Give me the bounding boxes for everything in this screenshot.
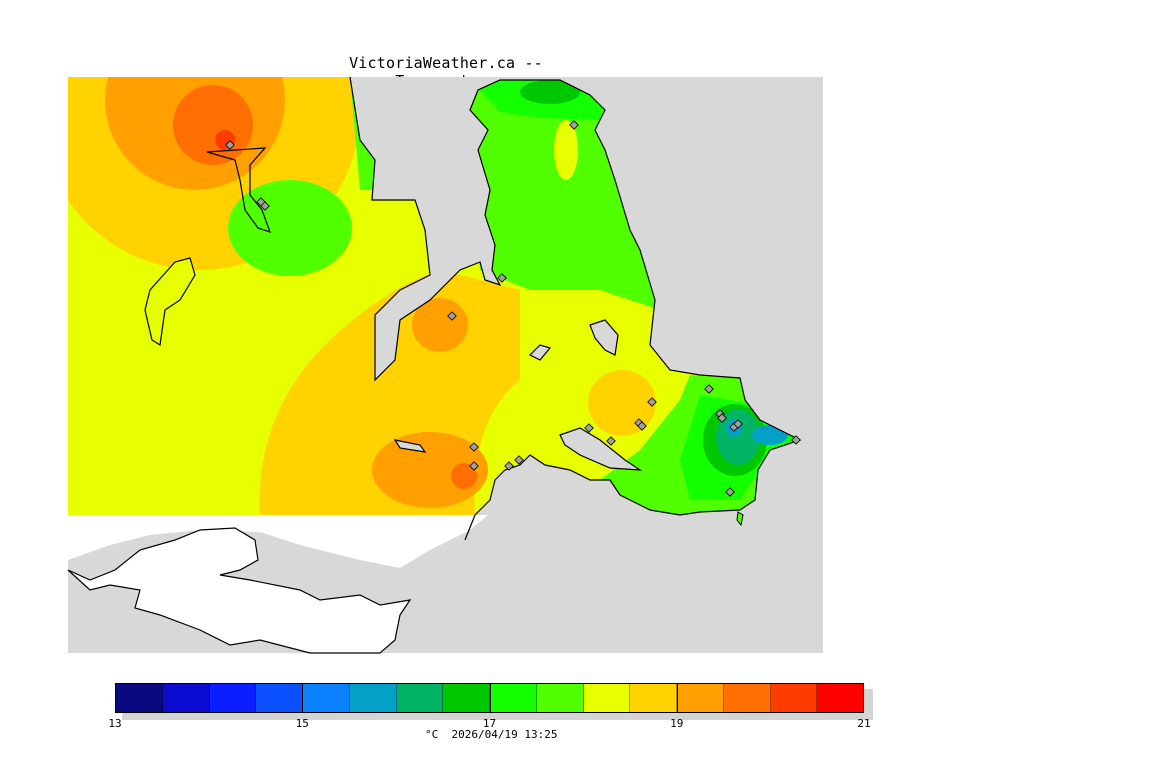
legend-timestamp: 2026/04/19 13:25 bbox=[451, 728, 558, 741]
colorbar-swatch bbox=[490, 684, 537, 712]
station-marker bbox=[647, 397, 657, 407]
colorbar-swatch bbox=[256, 684, 303, 712]
station-marker bbox=[717, 413, 727, 423]
colorbar-tick-label: 19 bbox=[670, 717, 684, 730]
station-marker bbox=[584, 423, 594, 433]
colorbar-swatch bbox=[349, 684, 397, 712]
station-markers bbox=[225, 120, 801, 497]
lake-outline bbox=[589, 319, 619, 356]
station-marker bbox=[606, 436, 616, 446]
station-marker bbox=[704, 384, 714, 394]
station-marker bbox=[469, 442, 479, 452]
harbour-outline bbox=[559, 427, 643, 471]
station-marker bbox=[733, 419, 743, 429]
station-marker bbox=[497, 273, 507, 283]
colorbar-swatch bbox=[443, 684, 490, 712]
colorbar-swatch bbox=[770, 684, 818, 712]
inlet-outline-2 bbox=[393, 439, 427, 453]
station-marker bbox=[260, 201, 270, 211]
colorbar-tick-mark bbox=[489, 683, 491, 713]
colorbar-tick-label: 15 bbox=[295, 717, 309, 730]
colorbar-swatch bbox=[630, 684, 677, 712]
colorbar-tick-mark bbox=[676, 683, 678, 713]
colorbar-swatch bbox=[209, 684, 257, 712]
station-marker bbox=[725, 487, 735, 497]
washington-coast bbox=[67, 527, 412, 654]
colorbar-swatch bbox=[162, 684, 210, 712]
legend-unit: °C bbox=[425, 728, 439, 741]
colorbar-swatch bbox=[396, 684, 444, 712]
small-island bbox=[736, 511, 744, 527]
station-marker bbox=[469, 461, 479, 471]
colorbar-swatch bbox=[583, 684, 631, 712]
colorbar-swatch bbox=[116, 684, 163, 712]
station-marker bbox=[569, 120, 579, 130]
station-marker bbox=[447, 311, 457, 321]
lake-outline-2 bbox=[528, 344, 552, 361]
station-marker bbox=[504, 461, 514, 471]
coastline bbox=[349, 76, 802, 541]
station-marker bbox=[514, 455, 524, 465]
colorbar-swatch bbox=[303, 684, 350, 712]
colorbar-swatch bbox=[817, 684, 863, 712]
colorbar-tick-label: 13 bbox=[108, 717, 122, 730]
colorbar-swatch bbox=[536, 684, 584, 712]
station-marker bbox=[791, 435, 801, 445]
colorbar-tick-label: 21 bbox=[857, 717, 871, 730]
colorbar-tick-label: 17 bbox=[482, 717, 497, 730]
island-outline bbox=[144, 257, 196, 346]
station-marker bbox=[225, 140, 235, 150]
colorbar-swatch bbox=[677, 684, 724, 712]
legend-unit-timestamp: °C 2026/04/19 13:25 bbox=[425, 728, 557, 741]
station-marker bbox=[637, 421, 647, 431]
colorbar-swatch bbox=[723, 684, 771, 712]
colorbar-tick-mark bbox=[302, 683, 304, 713]
inlet-outline bbox=[206, 147, 271, 233]
